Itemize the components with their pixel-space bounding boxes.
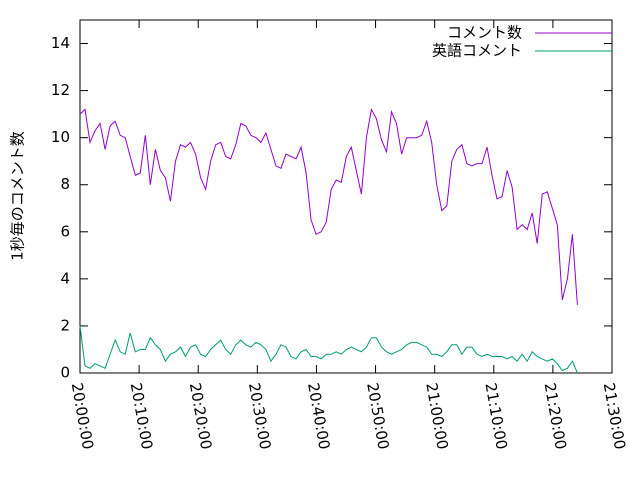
y-tick-label: 0 xyxy=(60,364,70,382)
y-tick-label: 8 xyxy=(60,175,70,193)
y-tick-label: 12 xyxy=(51,81,70,99)
x-tick-label: 20:30:00 xyxy=(245,381,274,450)
series-line xyxy=(79,325,578,374)
series-line xyxy=(79,107,578,305)
y-tick-label: 14 xyxy=(51,34,70,52)
x-tick-label: 20:40:00 xyxy=(304,381,333,450)
y-axis-label: 1秒毎のコメント数 xyxy=(9,131,27,261)
y-tick-label: 4 xyxy=(60,269,70,287)
x-tick-label: 20:50:00 xyxy=(363,381,392,450)
x-tick-label: 21:00:00 xyxy=(422,381,451,450)
x-tick-label: 20:00:00 xyxy=(68,381,97,450)
plot-border xyxy=(79,19,613,374)
x-tick-label: 20:20:00 xyxy=(186,381,215,450)
legend-label: コメント数 xyxy=(447,24,522,42)
x-tick-label: 21:20:00 xyxy=(541,381,570,450)
x-tick-label: 21:10:00 xyxy=(481,381,510,450)
y-tick-label: 2 xyxy=(60,316,70,334)
legend-label: 英語コメント xyxy=(432,42,522,60)
x-tick-label: 20:10:00 xyxy=(127,381,156,450)
x-tick-label: 21:30:00 xyxy=(600,381,629,450)
y-tick-label: 6 xyxy=(60,222,70,240)
y-tick-label: 10 xyxy=(51,128,70,146)
